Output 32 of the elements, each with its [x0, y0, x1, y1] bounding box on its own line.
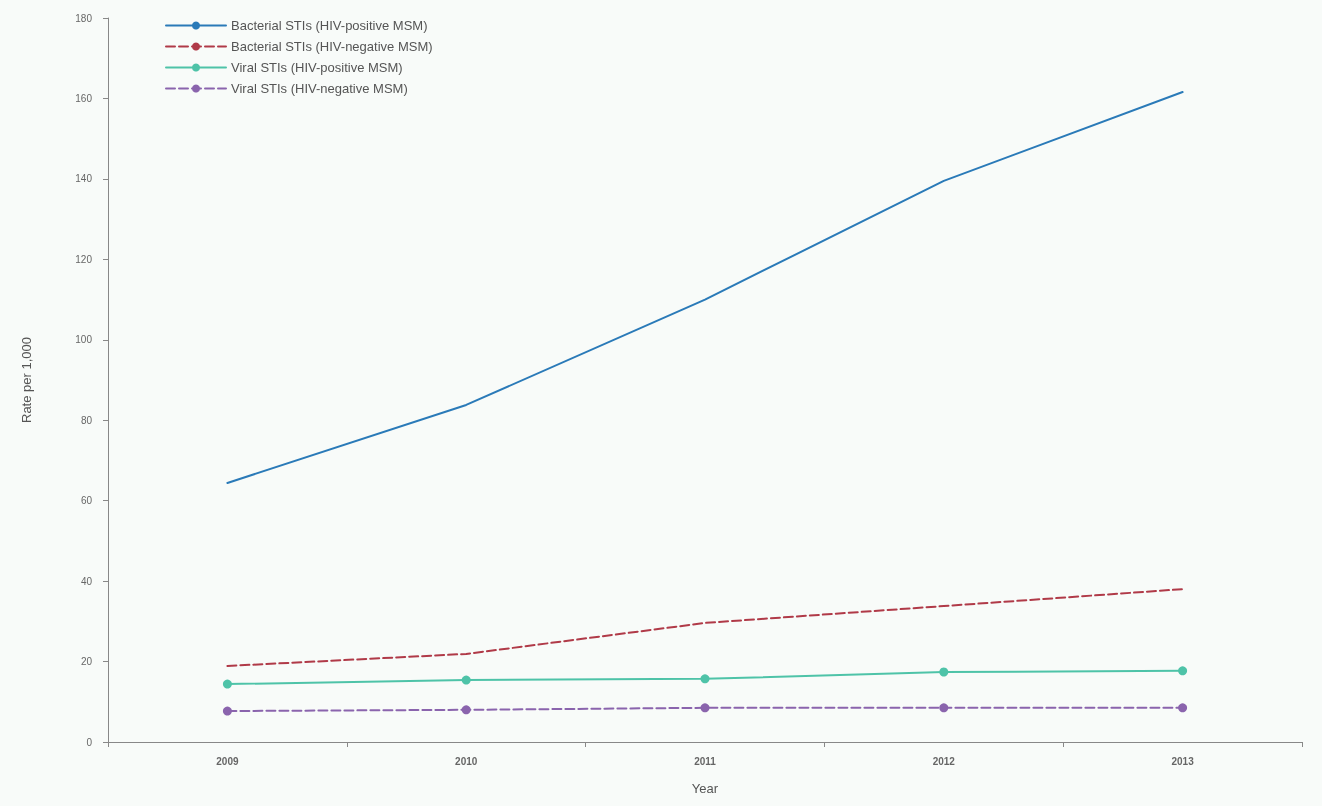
- point: [1178, 666, 1188, 676]
- x-tick-label: 2012: [932, 755, 956, 767]
- point: [700, 674, 710, 684]
- y-tick-label: 0: [86, 736, 93, 748]
- legend-label: Bacterial STIs (HIV-positive MSM): [231, 18, 428, 33]
- x-tick-label: 2010: [455, 755, 478, 767]
- y-axis-title: Rate per 1,000: [19, 336, 34, 424]
- point: [461, 675, 471, 685]
- y-tick-label: 160: [75, 92, 93, 104]
- y-tick-label: 100: [75, 334, 93, 346]
- point: [222, 679, 232, 689]
- y-tick-label: 60: [80, 495, 93, 507]
- point: [222, 706, 232, 716]
- x-tick-label: 2011: [694, 755, 717, 767]
- y-tick-label: 20: [80, 656, 93, 668]
- point: [1178, 703, 1188, 713]
- y-tick-label: 80: [80, 414, 93, 426]
- point: [461, 705, 471, 715]
- x-tick-label: 2013: [1171, 755, 1195, 767]
- point: [939, 703, 949, 713]
- point: [939, 667, 949, 677]
- y-tick-label: 40: [80, 575, 93, 587]
- line-series: [226, 588, 1184, 667]
- y-tick-label: 140: [75, 173, 93, 185]
- legend-label: Viral STIs (HIV-negative MSM): [231, 81, 408, 96]
- x-axis-title: Year: [691, 781, 719, 796]
- y-tick-label: 180: [75, 12, 93, 24]
- point: [700, 703, 710, 713]
- y-tick-label: 120: [75, 253, 93, 265]
- x-tick-label: 2009: [216, 755, 239, 767]
- legend-label: Bacterial STIs (HIV-negative MSM): [231, 39, 433, 54]
- legend-label: Viral STIs (HIV-positive MSM): [231, 60, 403, 75]
